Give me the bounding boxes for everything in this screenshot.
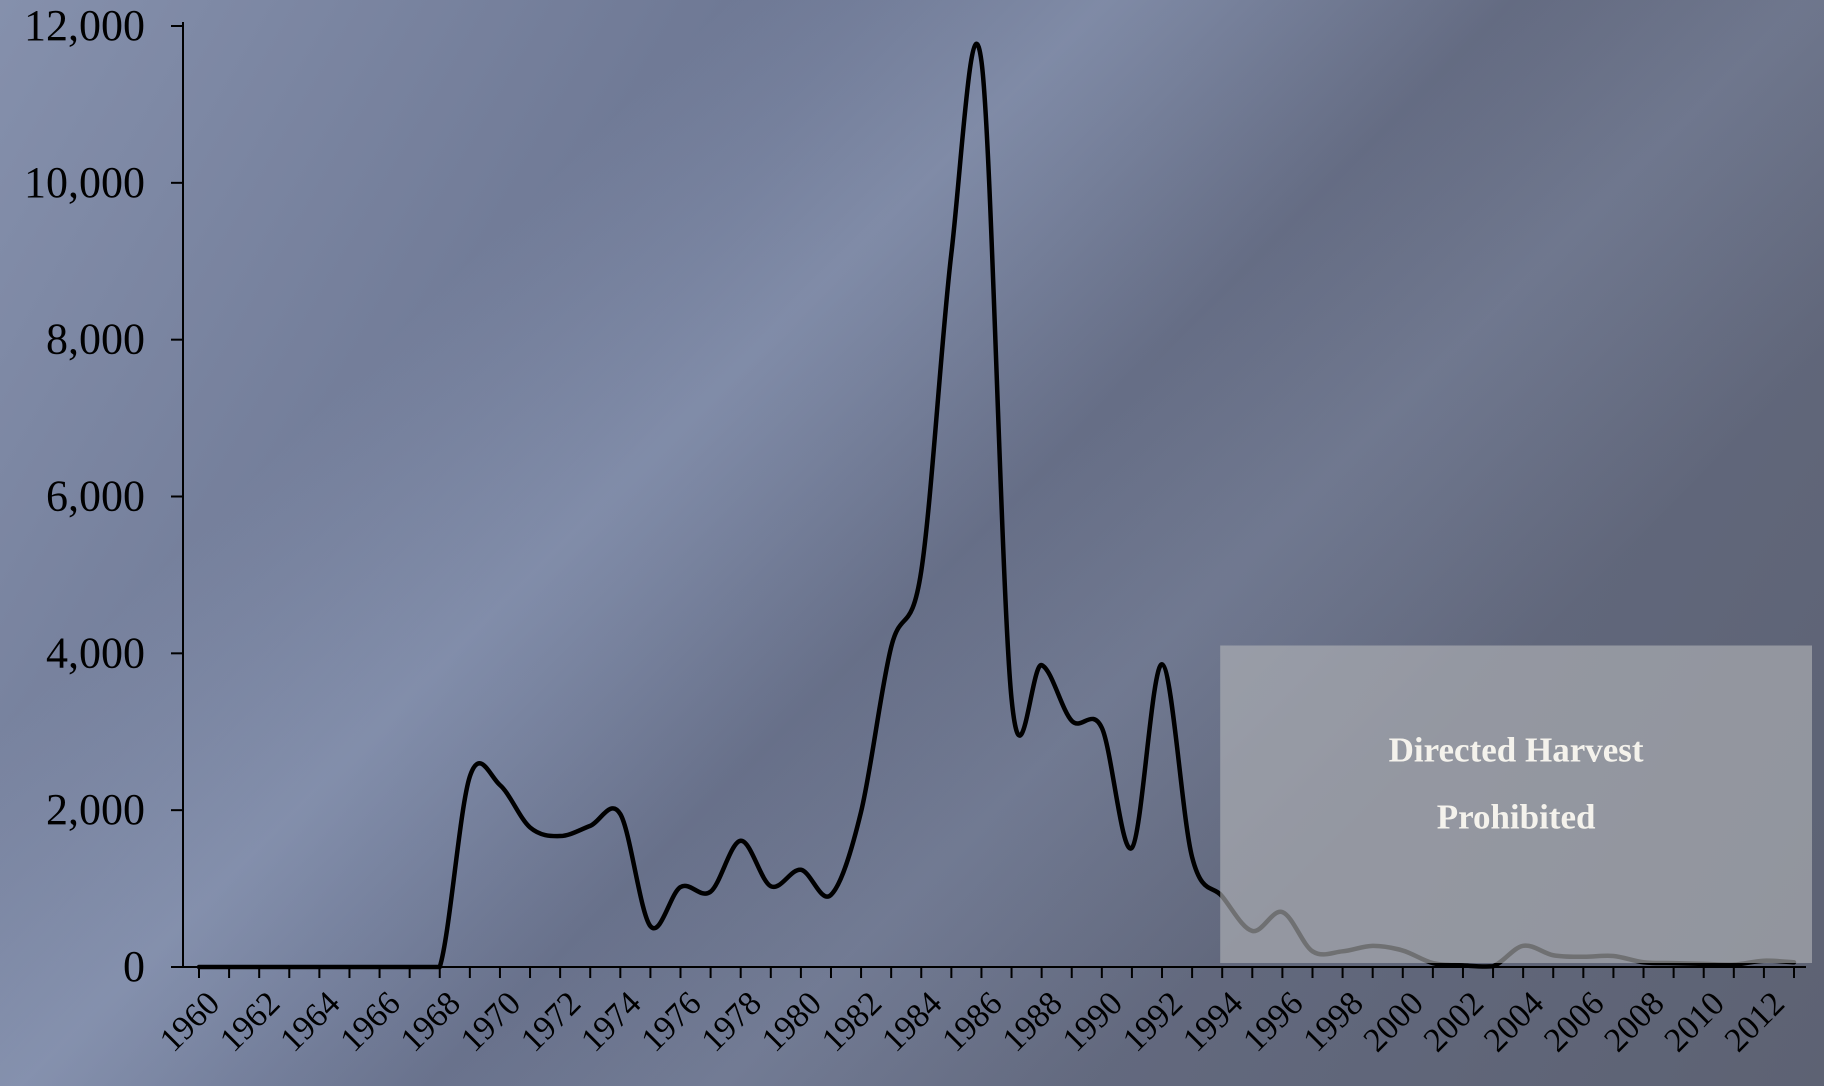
x-tick-label: 1964: [273, 985, 347, 1059]
x-tick-label: 1984: [875, 985, 949, 1059]
x-tick-label: 1988: [995, 985, 1069, 1059]
annotation-label-line-1: Directed Harvest: [1389, 730, 1644, 769]
y-tick-label: 4,000: [46, 628, 145, 677]
y-tick-label: 8,000: [46, 315, 145, 364]
x-tick-label: 1972: [514, 985, 588, 1059]
y-tick-label: 2,000: [46, 785, 145, 834]
x-tick-label: 1986: [935, 985, 1009, 1059]
x-tick-label: 1982: [815, 985, 889, 1059]
x-tick-label: 2012: [1718, 985, 1792, 1059]
x-tick-label: 1994: [1176, 985, 1250, 1059]
x-tick-label: 1996: [1236, 985, 1310, 1059]
annotation-label-line-2: Prohibited: [1437, 797, 1596, 836]
x-tick-label: 1976: [634, 985, 708, 1059]
annotation-box: [1220, 645, 1812, 963]
x-tick-label: 1992: [1116, 985, 1190, 1059]
x-tick-label: 1990: [1056, 985, 1130, 1059]
series-layer: [196, 41, 1797, 970]
x-tick-label: 1966: [333, 985, 407, 1059]
x-tick-label: 1980: [755, 985, 829, 1059]
y-tick-label: 0: [123, 942, 145, 991]
x-tick-label: 2010: [1658, 985, 1732, 1059]
series-line-1: [196, 41, 1797, 970]
x-tick-label: 2008: [1597, 985, 1671, 1059]
y-tick-label: 10,000: [24, 158, 145, 207]
x-tick-label: 1960: [153, 985, 227, 1059]
x-tick-label: 1974: [574, 985, 648, 1059]
x-tick-label: 2000: [1357, 985, 1431, 1059]
x-tick-label: 2004: [1477, 985, 1551, 1059]
x-tick-label: 1962: [213, 985, 287, 1059]
y-tick-label: 6,000: [46, 472, 145, 521]
x-tick-label: 1968: [394, 985, 468, 1059]
x-tick-label: 1998: [1296, 985, 1370, 1059]
x-tick-label: 1970: [454, 985, 528, 1059]
x-tick-label: 2006: [1537, 985, 1611, 1059]
x-tick-label: 2002: [1417, 985, 1491, 1059]
x-tick-label: 1978: [695, 985, 769, 1059]
annotation-layer: Directed Harvest Prohibited: [1220, 645, 1812, 963]
y-tick-label: 12,000: [24, 1, 145, 50]
